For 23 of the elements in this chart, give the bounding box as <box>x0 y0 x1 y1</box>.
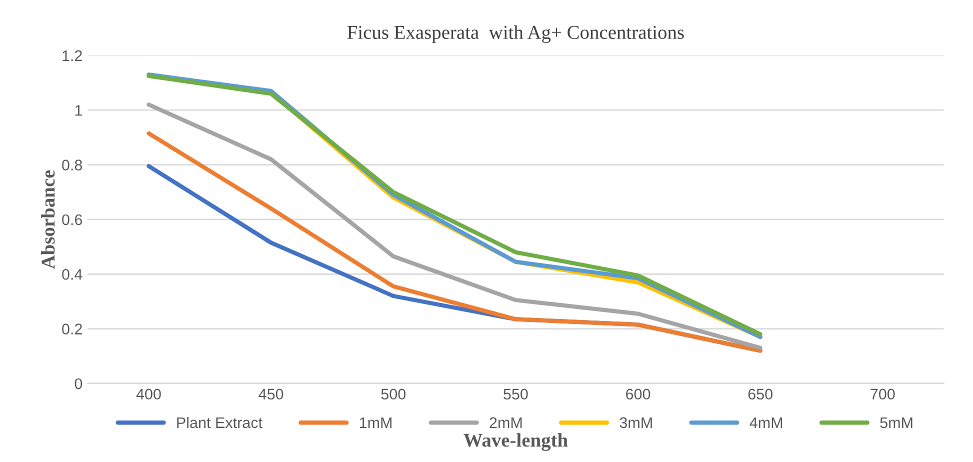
chart-title: Ficus Exasperata with Ag+ Concentrations <box>347 25 684 43</box>
y-tick-label: 0.2 <box>62 324 82 334</box>
x-tick-label: 500 <box>381 388 406 400</box>
legend-label: 5mM <box>880 417 912 428</box>
y-tick-label: 0 <box>74 378 82 390</box>
y-tick-label: 0.8 <box>62 160 82 170</box>
y-tick-label: 0.4 <box>62 268 82 280</box>
legend-label: 2mM <box>490 417 522 428</box>
y-tick-label: 1 <box>75 105 82 116</box>
legend-label: Plant Extract <box>177 416 262 428</box>
y-tick-label: 0.6 <box>62 214 82 226</box>
x-tick-label: 450 <box>258 388 284 400</box>
x-tick-label: 600 <box>626 388 650 400</box>
y-axis-title: Absorbance <box>41 170 55 269</box>
x-tick-label: 650 <box>748 388 772 400</box>
x-tick-label: 400 <box>136 388 161 400</box>
x-tick-label: 700 <box>870 388 895 400</box>
legend-label: 4mM <box>750 417 782 428</box>
x-tick-label: 550 <box>504 388 528 400</box>
x-axis-title: Wave-length <box>464 433 568 451</box>
y-tick-label: 1.2 <box>62 50 82 61</box>
legend-label: 1mM <box>360 417 392 428</box>
legend-label: 3mM <box>620 417 652 428</box>
